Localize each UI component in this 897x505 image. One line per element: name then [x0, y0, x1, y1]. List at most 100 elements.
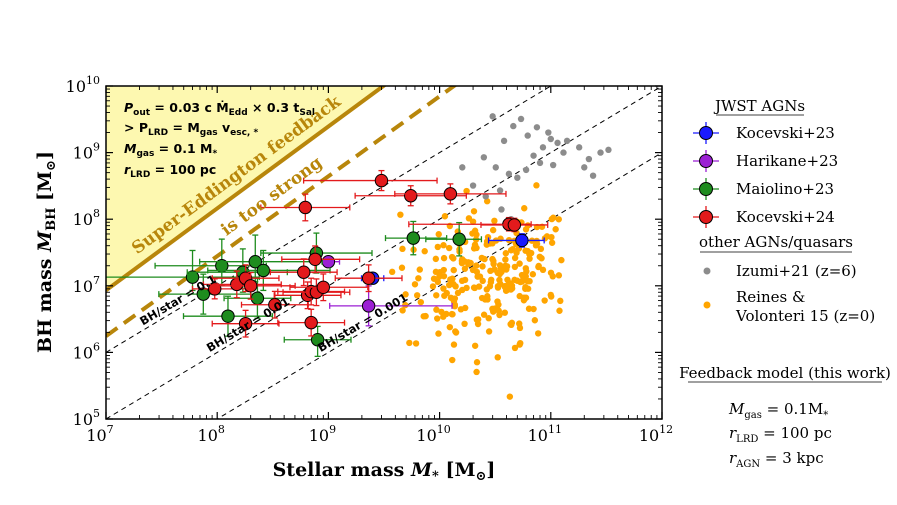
reines15-point — [448, 310, 456, 318]
reines15-point — [535, 262, 542, 270]
maiolino23-point — [207, 249, 331, 292]
reines15-point — [511, 263, 519, 271]
legend-marker — [699, 182, 713, 196]
reines15-point — [402, 301, 409, 309]
izumi21-point — [581, 164, 588, 171]
reines15-point — [485, 328, 493, 335]
reines15-point — [415, 275, 422, 282]
kocevski24-point — [269, 258, 338, 287]
legend-item-kocevski23: Kocevski+23 — [693, 122, 835, 144]
reines15-point — [537, 245, 545, 253]
maiolino23-point — [106, 249, 260, 292]
kocevski24-marker — [297, 265, 311, 279]
reines15-point — [461, 304, 469, 312]
reines15-point — [421, 248, 428, 255]
kocevski24-marker — [238, 316, 253, 331]
reines15-point — [435, 330, 442, 337]
reines15-point — [470, 208, 478, 215]
izumi21-point — [585, 155, 593, 163]
reines15-point — [516, 324, 524, 332]
reines15-point — [434, 315, 441, 322]
izumi21-point — [560, 149, 567, 156]
reines15-point — [497, 280, 504, 288]
reines15-point — [481, 255, 488, 263]
reines15-point — [530, 305, 537, 313]
legend-jwst-title: JWST AGNs — [713, 97, 805, 115]
izumi21-point — [496, 187, 504, 194]
reines15-point — [524, 247, 531, 255]
reines15-point — [508, 319, 516, 327]
izumi21-point — [517, 115, 525, 123]
reines15-point — [406, 339, 413, 347]
reines15-point — [471, 342, 479, 349]
reines15-point — [430, 275, 438, 282]
reines15-point — [518, 278, 526, 285]
reines15-point — [470, 284, 478, 291]
reines15-point — [526, 255, 533, 262]
reines15-point — [481, 296, 489, 303]
reines15-point — [511, 344, 519, 352]
reines15-point — [525, 305, 533, 312]
kocevski24-point — [480, 217, 549, 233]
kocevski24-marker — [443, 187, 458, 201]
kocevski24-marker — [361, 271, 376, 285]
reines15-point — [555, 272, 563, 279]
legend-feedback-mgas: Mgas = 0.1M* — [728, 400, 828, 421]
formula-line-4: rLRD = 100 pc — [124, 162, 216, 180]
reines15-point — [441, 292, 448, 299]
reines15-point — [461, 320, 468, 328]
maiolino23-marker — [406, 231, 420, 245]
formula-line-1: Pout = 0.03 c ṀEdd × 0.3 tSal — [124, 100, 315, 118]
reines15-point — [484, 233, 492, 241]
reines15-point — [511, 254, 519, 262]
harikane23-marker — [361, 299, 376, 313]
reines15-point — [429, 283, 437, 290]
y-tick-label: 1010 — [66, 74, 100, 96]
reines15-point — [538, 255, 545, 262]
kocevski24-marker — [304, 315, 318, 330]
reines15-point — [548, 239, 556, 246]
reines15-point — [558, 256, 565, 264]
reines15-point — [449, 356, 456, 364]
reines15-point — [556, 307, 563, 314]
formula-line-2: > PLRD = Mgas vesc, * — [124, 120, 258, 138]
reines15-point — [397, 211, 404, 218]
izumi21-point — [536, 159, 544, 167]
legend-feedback-rlrd: rLRD = 100 pc — [729, 424, 832, 445]
izumi21-point — [524, 132, 531, 139]
maiolino23-marker — [221, 309, 235, 323]
maiolino23-point — [384, 220, 448, 256]
reines15-point — [473, 231, 480, 238]
izumi21-point — [498, 206, 505, 213]
reines15-point — [490, 257, 497, 265]
kocevski24-point — [216, 271, 296, 300]
reines15-point — [509, 245, 516, 253]
kocevski24-marker — [374, 173, 389, 188]
reines15-point — [412, 340, 420, 347]
reines15-point — [483, 198, 491, 205]
reines15-point — [555, 216, 562, 223]
reines15-point — [450, 341, 458, 348]
reines15-point — [440, 254, 448, 262]
reines15-point — [450, 255, 457, 262]
izumi21-point — [480, 154, 488, 161]
izumi21-point — [489, 113, 496, 120]
reines15-point — [465, 215, 473, 222]
reines15-point — [491, 217, 498, 225]
reines15-point — [480, 311, 488, 318]
reines15-point — [539, 266, 547, 274]
reines15-point — [474, 273, 481, 280]
reines15-point — [474, 316, 482, 323]
reines15-point — [508, 285, 516, 292]
reines15-point — [487, 267, 494, 275]
izumi21-point — [522, 166, 530, 174]
legend-reines-marker — [703, 301, 711, 309]
maiolino23-marker — [248, 255, 262, 269]
reines15-point — [520, 297, 528, 304]
reines15-point — [498, 268, 505, 276]
reines15-point — [440, 313, 447, 320]
legend-item-maiolino23: Maiolino+23 — [693, 178, 834, 200]
x-axis-label: Stellar mass M* [M⊙] — [273, 459, 496, 484]
izumi21-point — [533, 124, 541, 131]
reines15-point — [516, 260, 523, 267]
